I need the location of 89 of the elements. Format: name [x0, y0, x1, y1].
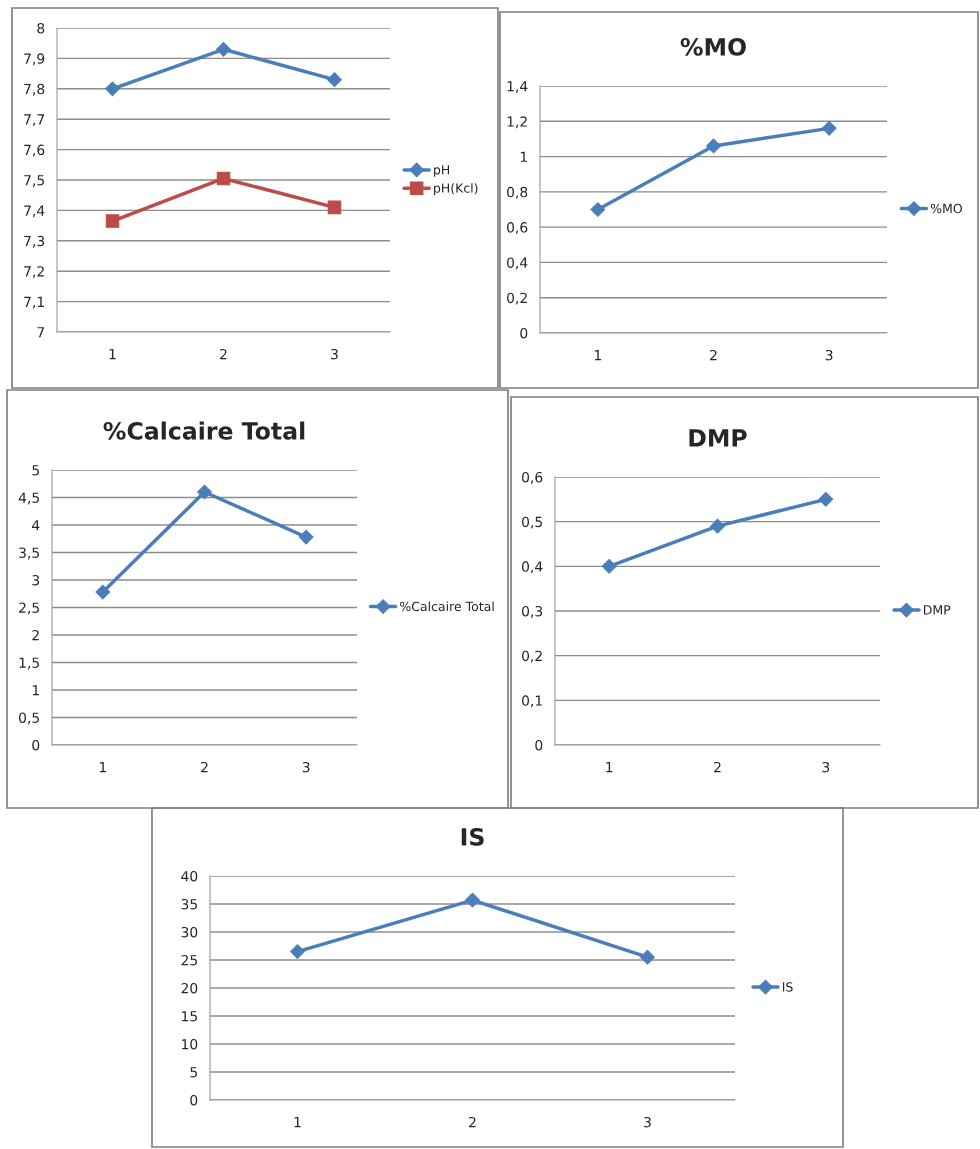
y-tick-label: 8	[37, 22, 45, 34]
y-tick-label: 2	[32, 629, 39, 641]
y-tick-label: 25	[181, 954, 197, 966]
y-tick-label: 2,5	[19, 602, 39, 615]
x-tick-label: 1	[109, 349, 116, 360]
x-tick-label: 3	[822, 761, 830, 773]
x-tick-label: 2	[710, 349, 717, 361]
y-tick-label: 3,5	[19, 547, 39, 560]
x-tick-label: 1	[294, 1117, 301, 1128]
y-tick-label: 40	[181, 870, 198, 882]
point	[298, 529, 314, 545]
y-tick-label: 7,5	[24, 175, 44, 187]
y-tick-label: 0,8	[507, 186, 528, 199]
x-tick-label: 3	[825, 349, 833, 361]
x-tick-label: 3	[331, 348, 338, 360]
point	[327, 72, 342, 88]
y-tick-label: 0,6	[522, 471, 543, 484]
y-tick-label: 0	[535, 739, 543, 751]
point	[290, 944, 305, 959]
y-tick-label: 0,2	[507, 292, 527, 305]
point	[216, 41, 231, 57]
legend-label: IS	[782, 982, 793, 992]
point	[465, 892, 480, 908]
y-tick-label: 5	[32, 465, 39, 476]
y-tick-label: 20	[181, 982, 198, 994]
chart-title: IS	[461, 827, 484, 846]
y-tick-label: 7,2	[24, 266, 44, 279]
y-tick-label: 1	[520, 151, 527, 162]
point	[706, 138, 721, 154]
y-tick-label: 7,4	[24, 205, 45, 218]
point	[327, 200, 342, 215]
legend-label: %Calcaire Total	[400, 601, 494, 612]
x-tick-label: 2	[201, 761, 208, 773]
y-tick-label: 5	[190, 1067, 197, 1078]
point	[601, 558, 617, 574]
y-tick-label: 7	[37, 327, 45, 338]
x-tick-label: 2	[714, 761, 721, 773]
chart-title: %Calcaire Total	[103, 421, 305, 440]
x-tick-label: 1	[99, 762, 106, 773]
legend-label: %MO	[930, 203, 962, 214]
point	[821, 120, 837, 136]
y-tick-label: 7,3	[24, 235, 45, 248]
y-tick-label: 1,2	[507, 116, 527, 129]
y-tick-label: 0,3	[522, 605, 543, 618]
chart-title: %MO	[680, 37, 746, 56]
y-tick-label: 7,6	[24, 144, 45, 157]
y-tick-label: 1,4	[507, 81, 528, 93]
legend-label: DMP	[923, 605, 951, 615]
y-tick-label: 0	[32, 739, 40, 751]
y-tick-label: 7,9	[24, 53, 45, 66]
point	[105, 81, 120, 97]
y-tick-label: 0,5	[522, 516, 542, 529]
x-tick-label: 3	[644, 1116, 651, 1128]
point	[95, 584, 111, 600]
x-tick-label: 2	[469, 1116, 476, 1128]
y-tick-label: 4	[32, 520, 40, 531]
legend-label: pH	[434, 165, 450, 177]
y-tick-label: 10	[182, 1038, 198, 1050]
y-tick-label: 0,5	[19, 712, 39, 725]
point	[105, 214, 120, 228]
y-tick-label: 0	[520, 327, 528, 339]
y-tick-label: 7,8	[24, 83, 45, 96]
y-tick-label: 0,4	[522, 561, 543, 574]
y-tick-label: 0,2	[522, 650, 542, 663]
y-tick-label: 15	[182, 1011, 197, 1022]
y-tick-label: 35	[181, 898, 197, 910]
y-tick-label: 0	[190, 1094, 198, 1106]
point	[640, 949, 655, 965]
y-tick-label: 30	[181, 926, 198, 938]
chart-title: DMP	[689, 429, 747, 447]
point	[197, 484, 212, 500]
y-tick-label: 7,1	[24, 296, 44, 309]
y-tick-label: 0,4	[507, 257, 528, 270]
legend-label: pH(Kcl)	[434, 183, 478, 196]
point	[818, 491, 834, 507]
y-tick-label: 1	[32, 685, 39, 696]
y-tick-label: 0,1	[522, 695, 542, 708]
y-tick-label: 3	[32, 574, 40, 586]
y-tick-label: 4,5	[18, 492, 39, 505]
y-tick-label: 0,6	[507, 222, 528, 235]
x-tick-label: 1	[606, 762, 613, 773]
y-tick-label: 7,7	[24, 114, 45, 127]
point	[710, 518, 725, 534]
x-tick-label: 3	[302, 761, 310, 773]
x-tick-label: 2	[220, 348, 227, 360]
point	[216, 171, 231, 186]
point	[590, 202, 606, 217]
y-tick-label: 1,5	[19, 657, 39, 670]
x-tick-label: 1	[594, 350, 601, 361]
